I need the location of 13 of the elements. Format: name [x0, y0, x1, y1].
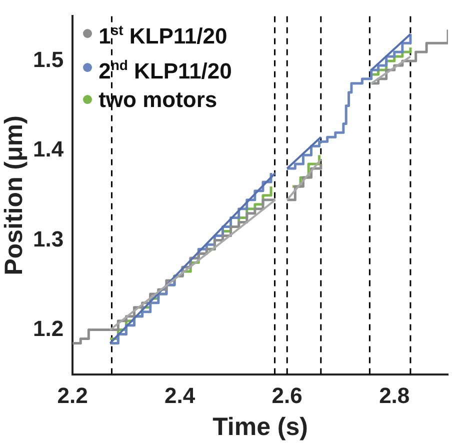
legend-label: 2$^{nd}$ KLP11/20 [98, 56, 232, 85]
x-tick-label: 2.6 [272, 382, 302, 408]
y-tick-label: 1.3 [32, 226, 64, 252]
x-tick-label: 2.2 [57, 382, 88, 408]
y-tick-label: 1.4 [32, 136, 64, 162]
x-tick-label: 2.8 [379, 382, 410, 408]
legend-label: 1$^{st}$ KLP11/20 [98, 21, 228, 51]
y-tick-label: 1.5 [32, 47, 64, 72]
y-tick-label: 1.2 [32, 316, 64, 341]
x-tick-label: 2.4 [164, 382, 196, 408]
legend-label: two motors [98, 86, 218, 114]
y-axis-title: Position (μm) [0, 116, 28, 276]
x-axis-title: Time (s) [212, 412, 308, 441]
